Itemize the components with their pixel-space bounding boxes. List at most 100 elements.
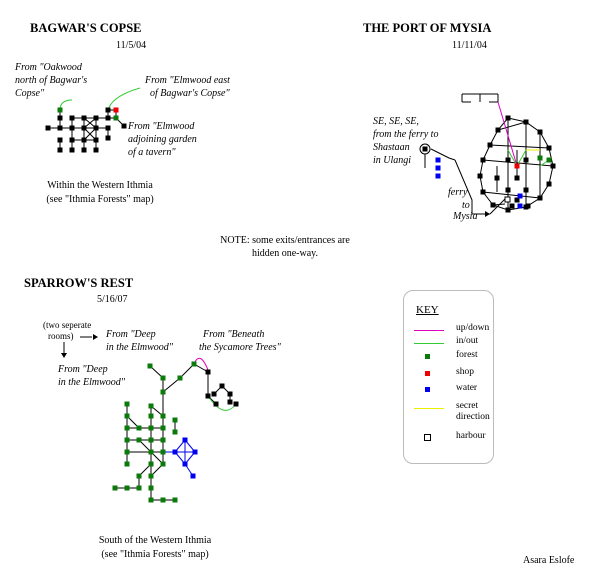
room [523, 157, 529, 163]
room [57, 107, 63, 113]
bagwars-label: adjoining garden [128, 134, 197, 145]
key-label: in/out [456, 336, 479, 346]
room [514, 197, 520, 203]
hidden-exits-note: hidden one-way. [252, 248, 318, 259]
sparrows-rest-date: 5/16/07 [97, 294, 128, 305]
room [177, 375, 183, 381]
room [227, 391, 233, 397]
sparrows-label: in the Elmwood" [106, 342, 173, 353]
bagwars-label: north of Bagwar's [15, 75, 88, 86]
room [537, 129, 543, 135]
room [192, 449, 198, 455]
room [124, 401, 130, 407]
sparrows-label: From "Deep [106, 329, 156, 340]
key-item-up-down: up/down [404, 323, 493, 338]
in-out-line-icon [414, 343, 444, 344]
room [480, 189, 486, 195]
room [546, 181, 552, 187]
room [136, 485, 142, 491]
room [148, 497, 154, 503]
mysia-label: to [462, 200, 470, 211]
room [148, 449, 154, 455]
room [69, 115, 75, 121]
room [160, 413, 166, 419]
room [160, 375, 166, 381]
room [477, 173, 483, 179]
room [147, 363, 153, 369]
key-label: water [456, 383, 478, 393]
key-label: direction [456, 412, 490, 422]
port-of-mysia-date: 11/11/04 [452, 40, 487, 51]
mysia-label: in Ulangi [373, 155, 412, 166]
bagwars-label: From "Oakwood [15, 62, 82, 73]
bagwars-region-note: (see "Ithmia Forests" map) [46, 194, 154, 205]
room [105, 125, 111, 131]
room [57, 115, 63, 121]
key-label: forest [456, 350, 478, 360]
room [205, 393, 211, 399]
room [490, 202, 496, 208]
room-connection [454, 159, 473, 214]
room [505, 157, 511, 163]
room [93, 147, 99, 153]
key-item-water: water [404, 383, 493, 398]
mysia-label: Shastaan [373, 142, 410, 153]
secret-direction-line-icon [414, 408, 444, 409]
room [435, 157, 441, 163]
room [121, 123, 127, 129]
key-item-in-out: in/out [404, 336, 493, 351]
map-rooms [45, 107, 556, 503]
room [227, 399, 233, 405]
room [160, 389, 166, 395]
room [57, 147, 63, 153]
room [233, 401, 239, 407]
room [160, 437, 166, 443]
forest-square-icon [425, 354, 430, 359]
ferry-icon [419, 143, 431, 155]
room [148, 425, 154, 431]
room [105, 115, 111, 121]
port-of-mysia-title: THE PORT OF MYSIA [363, 21, 492, 35]
room-connection [482, 191, 541, 199]
room [509, 203, 515, 209]
shop-square-icon [425, 371, 430, 376]
map-key: KEY up/down in/out forest shop water sec… [403, 290, 494, 464]
room [81, 115, 87, 121]
room-connection [430, 148, 456, 161]
room [487, 142, 493, 148]
room [172, 429, 178, 435]
bagwars-label: From "Elmwood east [145, 75, 230, 86]
room [69, 137, 75, 143]
room [124, 437, 130, 443]
mysia-label: from the ferry to [373, 129, 439, 140]
room [205, 369, 211, 375]
room [124, 485, 130, 491]
room [148, 485, 154, 491]
room [182, 461, 188, 467]
sparrows-region-note: (see "Ithmia Forests" map) [101, 549, 209, 560]
room [517, 193, 523, 199]
key-item-harbour: harbour [404, 431, 493, 446]
bagwars-label: Copse" [15, 88, 45, 99]
room [93, 115, 99, 121]
room-connection [107, 87, 141, 111]
sparrows-label: rooms) [48, 331, 74, 341]
hidden-exits-note: NOTE: some exits/entrances are [220, 235, 350, 246]
mysia-label: ferry [448, 187, 468, 198]
key-title: KEY [416, 304, 439, 316]
sparrows-rest-title: SPARROW'S REST [24, 276, 134, 290]
room [81, 137, 87, 143]
room [81, 125, 87, 131]
room [136, 437, 142, 443]
room [160, 449, 166, 455]
room-connection [489, 198, 506, 215]
room [148, 413, 154, 419]
room-connection [162, 377, 181, 393]
room [69, 147, 75, 153]
room [190, 473, 196, 479]
room [113, 115, 119, 121]
mysia-label: SE, SE, SE, [373, 116, 419, 127]
room [213, 401, 219, 407]
bagwars-label: of Bagwar's Copse" [150, 88, 230, 99]
